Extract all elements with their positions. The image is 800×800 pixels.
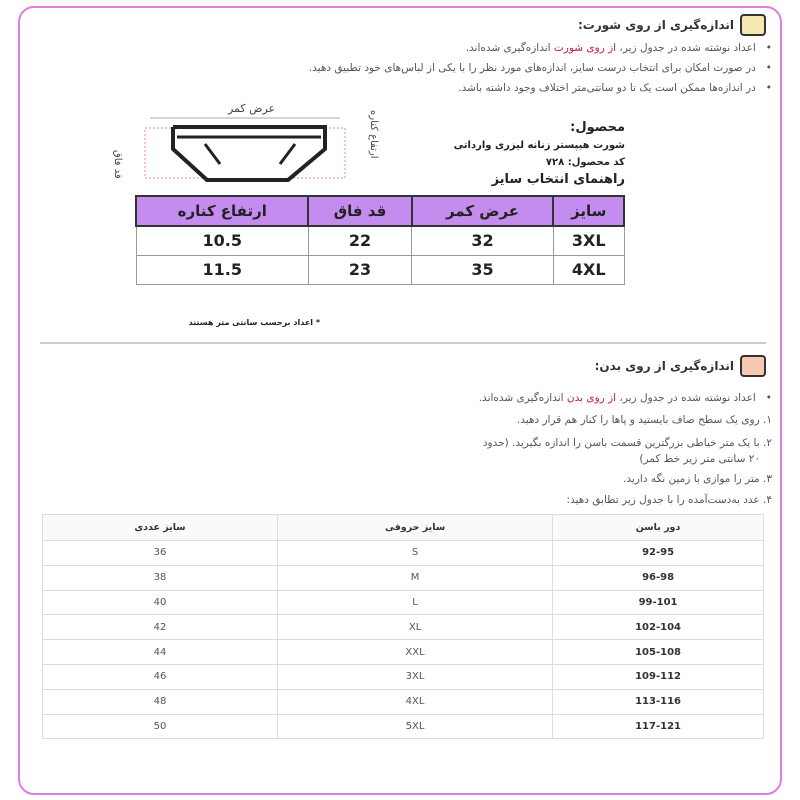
table-row: 4XL 35 23 11.5 [135, 254, 625, 285]
diagram-label-waist: عرض کمر [228, 102, 276, 115]
table-cell: 42 [41, 614, 279, 641]
table-row: 102-104 XL 42 [41, 614, 764, 641]
bullet: در صورت امکان برای انتخاب درست سایز، اند… [309, 62, 772, 74]
body-section-header: اندازه‌گیری از روی بدن: [595, 355, 766, 377]
table-row: 92-95 S 36 [41, 540, 764, 566]
table-row: 113-116 4XL 48 [41, 688, 764, 715]
table-cell: 96-98 [552, 564, 764, 591]
table-cell: XL [277, 614, 554, 641]
bullet: اعداد نوشته شده در جدول زیر، از روی شورت… [466, 42, 772, 54]
shorts-diagram [144, 117, 346, 182]
table-cell: 3XL [277, 663, 554, 690]
table-cell: 36 [41, 540, 279, 566]
table-cell: 5XL [277, 713, 554, 740]
table-cell: 113-116 [552, 688, 764, 715]
table-cell: 48 [41, 688, 279, 715]
divider [40, 342, 766, 344]
table-cell: 105-108 [552, 639, 764, 665]
table-cell: 50 [41, 713, 279, 740]
table-cell: 40 [41, 589, 279, 616]
table-cell: 99-101 [552, 589, 764, 616]
body-measure-icon [740, 355, 766, 377]
table-cell: 46 [41, 663, 279, 690]
table-cell: 102-104 [552, 614, 764, 641]
table-row: 117-121 5XL 50 [41, 713, 764, 740]
table-cell: 38 [41, 564, 279, 591]
step: ۱. روی یک سطح صاف بایستید و پاها را کنار… [516, 414, 772, 426]
table-row: 109-112 3XL 46 [41, 663, 764, 690]
table-cell: 44 [41, 639, 279, 665]
table-row: 99-101 L 40 [41, 589, 764, 616]
table-cell: 117-121 [552, 713, 764, 740]
shirt-measure-icon [740, 14, 766, 36]
product-size-table: سایز عرض کمر قد فاق ارتفاع کناره 3XL 32 22 10.… [134, 195, 625, 285]
table-cell: S [277, 540, 554, 566]
step: ۲۰ سانتی متر زیر خط کمر) [639, 453, 760, 465]
product-code: کد محصول: ۷۲۸ [545, 157, 625, 168]
step: ۲. با یک متر خیاطی بزرگترین قسمت باسن را… [482, 437, 772, 449]
table-cell: 92-95 [552, 540, 764, 566]
section-title: اندازه‌گیری از روی بدن: [594, 359, 734, 373]
table-cell: 109-112 [552, 663, 764, 690]
content-frame [18, 6, 782, 795]
step: ۳. متر را موازی با زمین نگه دارید. [623, 473, 772, 485]
body-size-table: دور باسن سایز حروفی سایز عددی 92-95 S 36 96-9… [41, 514, 764, 740]
table-cell: 4XL [277, 688, 554, 715]
size-guide-title: راهنمای انتخاب سایز [491, 172, 625, 187]
product-name: شورت هیپستر زنانه لیزری وارداتی [453, 140, 625, 151]
bullet: در اندازه‌ها ممکن است یک تا دو سانتی‌متر… [458, 82, 772, 94]
table-row: 105-108 XXL 44 [41, 639, 764, 665]
bullet: اعداد نوشته شده در جدول زیر، از روی بدن … [479, 392, 772, 404]
table-row: 3XL 32 22 10.5 [135, 225, 625, 256]
table-cell: XXL [277, 639, 554, 665]
diagram-label-rise: قد فاق [112, 150, 123, 179]
step: ۴. عدد به‌دست‌آمده را با جدول زیر تطابق … [566, 494, 772, 506]
table-cell: L [277, 589, 554, 616]
diagram-label-side: ارتفاع کناره [368, 110, 379, 159]
unit-note: * اعداد برحسب سانتی متر هستند [188, 318, 320, 327]
section-title: اندازه‌گیری از روی شورت: [577, 18, 734, 32]
shorts-section-header: اندازه‌گیری از روی شورت: [578, 14, 766, 36]
table-cell: M [277, 564, 554, 591]
table-row: 96-98 M 38 [41, 564, 764, 591]
product-label: محصول: [570, 120, 625, 135]
